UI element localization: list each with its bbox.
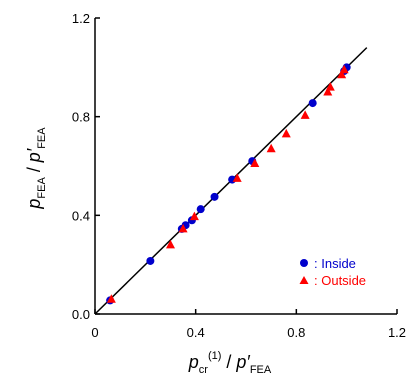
outside-point	[106, 294, 116, 303]
x-label-sup: (1)	[208, 350, 221, 362]
x-label-main: p	[188, 352, 199, 372]
outside-point	[325, 82, 335, 91]
y-tick-label: 0.4	[72, 208, 90, 223]
x-tick-label: 0.8	[287, 325, 305, 340]
outside-point	[166, 239, 175, 249]
legend-outside-label: : Outside	[314, 273, 366, 288]
inside-point	[196, 205, 205, 214]
y-tick-label: 1.2	[72, 11, 90, 26]
axes: 0 0.4 0.8 1.2 0.0 0.4 0.8 1.2	[72, 11, 406, 340]
outside-point	[250, 158, 260, 168]
x-tick-label: 0	[91, 325, 98, 340]
y-tick-label: 0.8	[72, 110, 90, 125]
y-axis-label: pFEA / p′FEA	[24, 127, 48, 210]
legend: : Inside : Outside	[299, 256, 366, 288]
x-tick-label: 0.4	[187, 325, 205, 340]
x-axis-label: pcr (1) / p′FEA	[188, 350, 272, 376]
outside-point	[266, 143, 276, 153]
outside-point	[323, 87, 333, 96]
outside-point	[300, 110, 310, 119]
legend-inside-marker	[300, 259, 308, 267]
y-label-main: p	[24, 199, 44, 210]
y-label-denom-sub: FEA	[36, 127, 48, 149]
legend-inside-label: : Inside	[314, 256, 356, 271]
legend-outside-marker	[299, 276, 309, 284]
outside-point	[281, 128, 291, 138]
data-marks	[106, 63, 351, 305]
inside-point	[308, 99, 317, 108]
y-label-slash: /	[24, 162, 44, 177]
outside-point	[232, 173, 242, 182]
x-label-sub: cr	[199, 364, 209, 376]
outside-point	[339, 64, 349, 74]
outside-point	[189, 211, 199, 221]
x-label-denom-main: p′	[235, 352, 250, 372]
x-label-slash: /	[221, 352, 236, 372]
outside-point	[337, 69, 347, 79]
y-label-sub: FEA	[36, 177, 48, 199]
inside-point	[146, 256, 155, 265]
x-label-denom-sub: FEA	[250, 364, 272, 376]
x-tick-label: 1.2	[388, 325, 406, 340]
y-tick-label: 0.0	[72, 307, 90, 322]
inside-point	[210, 192, 219, 201]
y-label-denom-main: p′	[24, 148, 44, 163]
outside-point	[178, 223, 188, 233]
